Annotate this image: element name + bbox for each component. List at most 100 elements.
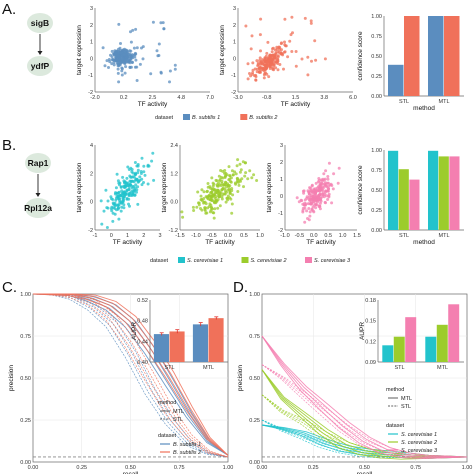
bar-chart-A3: 1.00 0.75 0.50 0.25 0.00 method confidence sco… bbox=[357, 14, 464, 112]
bar bbox=[438, 156, 449, 230]
y-tick-label: -1.2 bbox=[169, 228, 178, 234]
data-point bbox=[275, 45, 279, 49]
legend-swatch bbox=[183, 114, 190, 120]
data-point bbox=[191, 205, 195, 209]
pr-curve-line bbox=[33, 293, 229, 456]
data-point bbox=[303, 16, 307, 20]
data-point bbox=[207, 193, 211, 197]
legend-title: method bbox=[158, 400, 176, 406]
y-axis-label: confidence score bbox=[357, 165, 364, 215]
data-point bbox=[283, 50, 287, 54]
data-point bbox=[260, 68, 264, 72]
data-point bbox=[209, 205, 213, 209]
data-point bbox=[250, 176, 254, 180]
data-point bbox=[230, 189, 234, 193]
bar bbox=[153, 334, 169, 362]
y-tick-label: -2 bbox=[278, 228, 283, 234]
bar bbox=[169, 331, 185, 362]
data-point bbox=[150, 159, 154, 163]
data-point bbox=[224, 171, 228, 175]
data-point bbox=[209, 186, 212, 190]
data-point bbox=[199, 207, 202, 210]
data-point bbox=[110, 55, 114, 59]
data-point bbox=[259, 49, 262, 53]
data-point bbox=[308, 210, 312, 214]
y-axis-label: AUPR bbox=[131, 322, 138, 340]
data-point bbox=[226, 196, 230, 200]
y-tick-label: -2 bbox=[88, 90, 93, 96]
data-point bbox=[217, 174, 221, 178]
data-point bbox=[100, 222, 104, 226]
legend-item-label: B. subtilis 1 bbox=[192, 115, 220, 121]
legend-swatch bbox=[241, 257, 249, 263]
data-point bbox=[142, 164, 146, 168]
data-point bbox=[326, 177, 330, 181]
legend-item-label: B. subtilis 2 bbox=[173, 450, 201, 456]
data-point bbox=[240, 177, 244, 181]
y-tick-label: 0.75 bbox=[20, 334, 31, 340]
data-point bbox=[329, 182, 333, 186]
panel-label-c: C. bbox=[2, 279, 17, 296]
arrow-head-icon bbox=[35, 193, 41, 197]
data-point bbox=[244, 24, 248, 28]
data-point bbox=[323, 193, 327, 196]
data-point bbox=[117, 217, 121, 221]
category-label: MTL bbox=[439, 99, 450, 105]
data-point bbox=[318, 187, 322, 191]
data-point bbox=[238, 162, 242, 166]
data-point bbox=[242, 185, 245, 189]
y-tick-label: 2 bbox=[280, 160, 283, 166]
legend-title: dataset bbox=[386, 423, 405, 429]
data-point bbox=[121, 175, 125, 179]
legend-item-label: MTL bbox=[173, 409, 184, 415]
data-point bbox=[230, 169, 234, 173]
pr-curve-line bbox=[32, 293, 229, 458]
data-point bbox=[116, 194, 120, 198]
data-point bbox=[248, 72, 251, 75]
bar bbox=[388, 64, 404, 96]
y-tick-label: 0 bbox=[90, 56, 93, 62]
data-point bbox=[141, 57, 145, 61]
data-point bbox=[278, 63, 282, 66]
data-point bbox=[302, 191, 306, 195]
y-axis-label: target expression bbox=[76, 162, 83, 212]
data-point bbox=[141, 45, 145, 49]
data-point bbox=[264, 54, 268, 58]
regulator-node bbox=[27, 13, 53, 33]
x-tick-label: 1.5 bbox=[292, 95, 300, 101]
legend-d: method MTL STL dataset S. cerevisiae 1 S. cer… bbox=[386, 387, 438, 454]
y-tick-label: 2 bbox=[90, 171, 93, 177]
data-point bbox=[230, 211, 234, 215]
data-point bbox=[230, 187, 234, 190]
data-point bbox=[134, 27, 138, 31]
data-point bbox=[215, 184, 219, 188]
data-point bbox=[290, 50, 294, 53]
data-point bbox=[114, 196, 118, 200]
data-point bbox=[321, 177, 325, 181]
x-tick-label: -1.0 bbox=[191, 233, 200, 239]
data-point bbox=[208, 210, 212, 214]
data-point bbox=[149, 72, 153, 76]
bar bbox=[436, 324, 448, 362]
data-point bbox=[211, 188, 215, 192]
data-point bbox=[246, 177, 250, 181]
data-point bbox=[134, 58, 138, 62]
y-tick-label: 0.0 bbox=[170, 200, 178, 206]
y-tick-label: 0.25 bbox=[249, 418, 260, 424]
data-point bbox=[120, 67, 124, 71]
data-point bbox=[262, 66, 266, 70]
data-point bbox=[123, 71, 127, 75]
data-point bbox=[305, 209, 309, 213]
y-tick-label: 1 bbox=[90, 40, 93, 46]
data-point bbox=[124, 65, 128, 69]
legend-item-label: S. cerevisiae 3 bbox=[314, 258, 351, 264]
data-point bbox=[142, 170, 146, 174]
data-point bbox=[268, 58, 272, 62]
data-point bbox=[314, 181, 318, 185]
legend-title: dataset bbox=[158, 433, 177, 439]
pr-curve-line bbox=[261, 419, 468, 458]
data-point bbox=[327, 184, 330, 188]
data-point bbox=[181, 215, 185, 219]
y-tick-label: -2 bbox=[88, 228, 93, 234]
data-point bbox=[128, 204, 131, 208]
